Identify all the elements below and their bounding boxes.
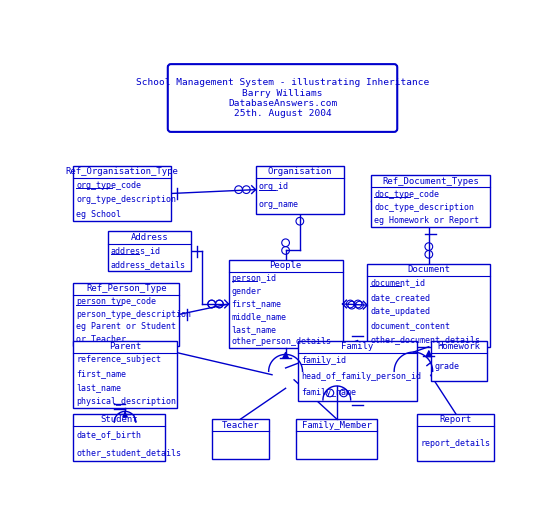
FancyBboxPatch shape xyxy=(108,231,191,271)
Text: date_updated: date_updated xyxy=(370,307,430,316)
FancyBboxPatch shape xyxy=(255,166,344,213)
Text: Family_Member: Family_Member xyxy=(302,421,372,430)
FancyBboxPatch shape xyxy=(73,283,179,346)
Text: org_type_code: org_type_code xyxy=(76,181,141,190)
Text: org_id: org_id xyxy=(259,183,289,192)
FancyBboxPatch shape xyxy=(73,166,171,221)
Text: org_name: org_name xyxy=(259,200,299,209)
Text: document_id: document_id xyxy=(370,278,425,287)
Text: person_type_code: person_type_code xyxy=(76,297,156,306)
FancyBboxPatch shape xyxy=(168,64,397,132)
Text: doc_type_code: doc_type_code xyxy=(374,190,439,199)
Text: other_document_details: other_document_details xyxy=(370,335,480,344)
Text: last_name: last_name xyxy=(231,325,277,334)
FancyBboxPatch shape xyxy=(211,419,269,459)
FancyBboxPatch shape xyxy=(229,260,342,348)
Text: last_name: last_name xyxy=(76,383,121,392)
Text: middle_name: middle_name xyxy=(231,312,287,321)
Text: family_id: family_id xyxy=(301,356,346,365)
FancyBboxPatch shape xyxy=(73,341,177,408)
Text: address_id: address_id xyxy=(111,246,161,255)
FancyBboxPatch shape xyxy=(417,414,495,461)
Text: other_student_details: other_student_details xyxy=(76,448,181,457)
Text: Document: Document xyxy=(407,265,450,274)
Text: eg Parent or Student: eg Parent or Student xyxy=(76,323,176,332)
FancyBboxPatch shape xyxy=(298,341,417,401)
Text: Family: Family xyxy=(341,342,374,351)
Text: eg School: eg School xyxy=(76,210,121,219)
Text: document_content: document_content xyxy=(370,321,450,330)
Text: physical_description: physical_description xyxy=(76,397,176,406)
Text: first_name: first_name xyxy=(231,299,282,308)
FancyBboxPatch shape xyxy=(431,341,487,381)
Text: Organisation: Organisation xyxy=(268,167,332,176)
Text: DatabaseAnswers.com: DatabaseAnswers.com xyxy=(228,99,337,108)
Text: 25th. August 2004: 25th. August 2004 xyxy=(234,109,331,118)
FancyBboxPatch shape xyxy=(367,263,491,347)
FancyBboxPatch shape xyxy=(296,419,377,459)
Text: Ref_Organisation_Type: Ref_Organisation_Type xyxy=(65,167,178,176)
FancyBboxPatch shape xyxy=(73,414,165,461)
Text: Teacher: Teacher xyxy=(222,421,259,430)
FancyBboxPatch shape xyxy=(371,175,491,228)
Text: first_name: first_name xyxy=(76,369,126,378)
Text: Ref_Document_Types: Ref_Document_Types xyxy=(382,177,479,186)
Text: Homework: Homework xyxy=(437,342,480,351)
Text: Student: Student xyxy=(100,416,138,425)
Text: org_type_description: org_type_description xyxy=(76,195,176,204)
Text: other_person_details: other_person_details xyxy=(231,337,332,346)
Text: Address: Address xyxy=(130,233,168,242)
Text: doc_type_description: doc_type_description xyxy=(374,203,474,212)
Text: or Teacher: or Teacher xyxy=(76,335,126,344)
Text: date_of_birth: date_of_birth xyxy=(76,430,141,439)
Text: head_of_family_person_id: head_of_family_person_id xyxy=(301,372,421,381)
Text: Report: Report xyxy=(440,416,472,425)
Text: report_details: report_details xyxy=(420,439,491,448)
Text: address_details: address_details xyxy=(111,260,186,269)
Text: People: People xyxy=(270,261,302,270)
Text: person_type_description: person_type_description xyxy=(76,310,191,319)
Text: Ref_Person_Type: Ref_Person_Type xyxy=(86,285,166,294)
Text: family_name: family_name xyxy=(301,388,356,397)
Text: Parent: Parent xyxy=(109,342,141,351)
Text: Barry Williams: Barry Williams xyxy=(243,89,323,98)
Text: gender: gender xyxy=(231,287,262,296)
Text: grade: grade xyxy=(434,362,459,371)
Text: date_created: date_created xyxy=(370,293,430,301)
Text: reference_subject: reference_subject xyxy=(76,355,161,364)
Text: eg Homework or Report: eg Homework or Report xyxy=(374,216,479,225)
Text: person_id: person_id xyxy=(231,274,277,283)
Text: School Management System - illustrating Inheritance: School Management System - illustrating … xyxy=(136,79,429,88)
